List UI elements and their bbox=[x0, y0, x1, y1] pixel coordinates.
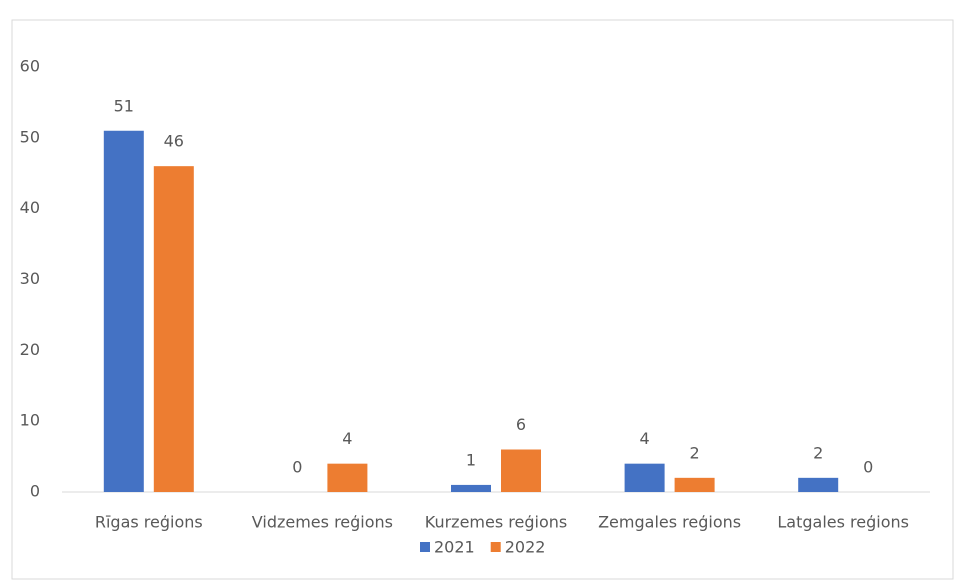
y-tick-label: 50 bbox=[20, 127, 40, 146]
x-tick-label: Rīgas reģions bbox=[95, 513, 203, 532]
bar bbox=[501, 449, 541, 492]
data-label: 2 bbox=[813, 443, 823, 462]
legend-label: 2021 bbox=[434, 538, 475, 557]
bar bbox=[624, 463, 665, 492]
bar bbox=[798, 477, 839, 492]
y-tick-label: 60 bbox=[20, 57, 40, 76]
y-tick-label: 30 bbox=[20, 269, 40, 288]
x-tick-label: Vidzemes reģions bbox=[252, 513, 393, 532]
chart-frame bbox=[11, 19, 954, 580]
data-label: 51 bbox=[114, 96, 134, 115]
y-tick-label: 10 bbox=[20, 411, 40, 430]
x-tick-label: Zemgales reģions bbox=[598, 513, 741, 532]
legend-swatch bbox=[420, 542, 430, 552]
data-label: 46 bbox=[164, 132, 184, 151]
data-label: 6 bbox=[516, 415, 526, 434]
data-label: 1 bbox=[466, 450, 476, 469]
data-label: 2 bbox=[690, 443, 700, 462]
x-tick-label: Latgales reģions bbox=[777, 513, 909, 532]
data-label: 0 bbox=[292, 458, 302, 477]
data-label: 4 bbox=[640, 429, 650, 448]
legend-label: 2022 bbox=[505, 538, 546, 557]
data-label: 0 bbox=[863, 458, 873, 477]
y-tick-label: 40 bbox=[20, 198, 40, 217]
bar bbox=[674, 477, 715, 492]
bar bbox=[103, 130, 144, 492]
bar bbox=[153, 166, 194, 492]
y-tick-label: 0 bbox=[30, 482, 40, 501]
x-tick-label: Kurzemes reģions bbox=[425, 513, 567, 532]
bar bbox=[451, 484, 491, 492]
legend-swatch bbox=[490, 542, 501, 552]
bar bbox=[327, 463, 368, 492]
y-tick-label: 20 bbox=[20, 340, 40, 359]
data-label: 4 bbox=[342, 429, 352, 448]
